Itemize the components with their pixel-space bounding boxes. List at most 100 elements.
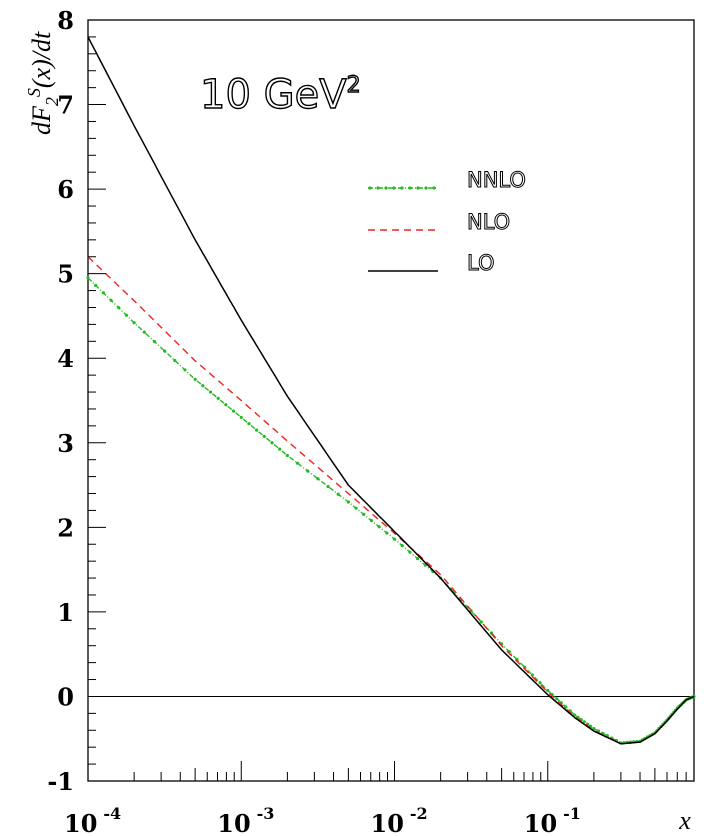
curve-nnlo-marker: [354, 506, 358, 510]
y-tick-label: 7: [57, 91, 74, 120]
x-tick-base: 10: [64, 809, 97, 836]
curve-nnlo-marker: [262, 434, 266, 439]
plot-frame: [87, 19, 695, 782]
curve-nnlo-marker: [582, 720, 586, 724]
legend: NNLO NLO LO: [368, 168, 526, 276]
y-tick-label: -1: [47, 767, 74, 796]
x-tick-exponent: -4: [103, 804, 121, 823]
legend-marker-nnlo: [416, 186, 420, 190]
curve-nnlo-marker: [101, 291, 105, 295]
annotation-superscript: 2: [347, 73, 361, 98]
y-axis-title: dF2S(x)/dt: [24, 31, 62, 135]
annotation-text: 10 GeV: [200, 72, 347, 118]
curve-nnlo-marker: [415, 557, 420, 561]
curve-nnlo-marker: [362, 512, 366, 516]
curve-nnlo-marker: [201, 384, 205, 388]
curve-nnlo-marker: [285, 453, 289, 458]
y-tick-label: 8: [57, 6, 74, 35]
y-title-subscript: 2: [42, 97, 62, 106]
x-tick-base: 10: [217, 809, 250, 836]
curve-nnlo-marker: [216, 396, 220, 400]
curve-nnlo-marker: [94, 283, 98, 287]
curve-nnlo-marker: [132, 321, 136, 325]
curve-nnlo-marker: [555, 697, 559, 701]
curve-nnlo-marker: [278, 447, 282, 451]
legend-marker-nnlo: [376, 186, 380, 190]
x-tick-exponent: -3: [257, 804, 275, 823]
curve-nnlo-marker: [231, 409, 236, 413]
curve-nnlo-marker: [124, 313, 129, 317]
curve-nnlo-marker: [193, 377, 197, 381]
curve-nnlo-marker: [530, 673, 534, 677]
curve-nnlo-marker: [224, 403, 228, 407]
curve-nnlo-marker: [592, 726, 596, 731]
curve-nnlo-marker: [86, 276, 90, 280]
legend-marker-nnlo: [424, 186, 428, 190]
curve-nlo: [87, 256, 695, 745]
curve-lo: [87, 36, 695, 745]
curve-nnlo-marker: [385, 531, 389, 535]
axes-layer: [87, 19, 695, 782]
curve-nnlo-marker: [142, 330, 146, 334]
x-tick-exponent: -2: [410, 804, 428, 823]
curve-nnlo-marker: [208, 390, 213, 394]
legend-marker-nnlo: [384, 186, 388, 190]
curve-nnlo-marker: [408, 550, 412, 554]
y-tick-label: 1: [57, 598, 74, 627]
x-tick-label: 10 -1: [524, 804, 581, 836]
x-axis-title: x: [678, 806, 691, 835]
curve-nnlo-marker: [109, 298, 113, 302]
plot-layer: [87, 19, 695, 782]
curve-nnlo: [87, 277, 695, 744]
curve-nnlo-marker: [270, 441, 274, 445]
legend-marker-nnlo: [392, 186, 396, 190]
legend-marker-nnlo: [400, 186, 404, 190]
curve-nnlo-marker: [117, 306, 121, 310]
curve-nnlo-marker: [546, 688, 550, 693]
curve-nnlo-marker: [255, 428, 259, 432]
legend-marker-nnlo: [408, 186, 412, 190]
x-tick-label: 10 -4: [64, 804, 121, 836]
curve-nnlo-marker: [306, 469, 310, 473]
curve-nnlo-marker: [346, 500, 350, 504]
annotation: 10 GeV2: [200, 72, 361, 118]
curve-nnlo-marker: [564, 705, 568, 709]
legend-label-lo: LO: [467, 251, 494, 275]
curve-nnlo-marker: [173, 358, 177, 363]
curve-nnlo-marker: [152, 339, 157, 344]
x-tick-base: 10: [524, 809, 557, 836]
x-tick-exponent: -1: [563, 804, 581, 823]
legend-marker-nnlo: [432, 186, 436, 190]
x-tick-label: 10 -2: [371, 804, 428, 836]
y-tick-label: 4: [57, 344, 74, 373]
curve-nnlo-marker: [392, 537, 397, 541]
y-title-main: dF: [27, 105, 56, 135]
curve-nnlo-marker: [326, 484, 330, 489]
curve-nnlo-marker: [369, 518, 374, 523]
y-tick-label: 6: [57, 175, 74, 204]
curve-nnlo-marker: [479, 620, 483, 624]
y-tick-label: 5: [57, 260, 74, 289]
curves-layer: [86, 36, 696, 745]
y-tick-label: 3: [57, 429, 74, 458]
curve-nnlo-marker: [538, 681, 542, 685]
curve-nnlo-marker: [183, 368, 187, 372]
legend-label-nnlo: NNLO: [467, 168, 526, 192]
curve-nnlo-marker: [239, 415, 243, 420]
curve-nnlo-marker: [316, 477, 320, 481]
legend-marker-nnlo: [368, 186, 372, 190]
y-title-tail: (x)/dt: [27, 31, 56, 88]
y-tick-label: 2: [57, 513, 74, 542]
curve-nnlo-marker: [336, 492, 340, 496]
x-tick-base: 10: [371, 809, 404, 836]
x-tick-label: 10 -3: [217, 804, 274, 836]
curve-nnlo-marker: [163, 349, 167, 353]
curve-nnlo-marker: [377, 525, 381, 529]
curve-nnlo-marker: [573, 713, 577, 717]
y-tick-label: 0: [57, 682, 74, 711]
curve-nnlo-marker: [295, 461, 300, 465]
curve-nnlo-marker: [247, 422, 251, 426]
y-title-superscript: S: [24, 88, 44, 97]
